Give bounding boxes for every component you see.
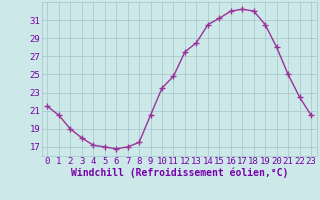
X-axis label: Windchill (Refroidissement éolien,°C): Windchill (Refroidissement éolien,°C)	[70, 168, 288, 178]
